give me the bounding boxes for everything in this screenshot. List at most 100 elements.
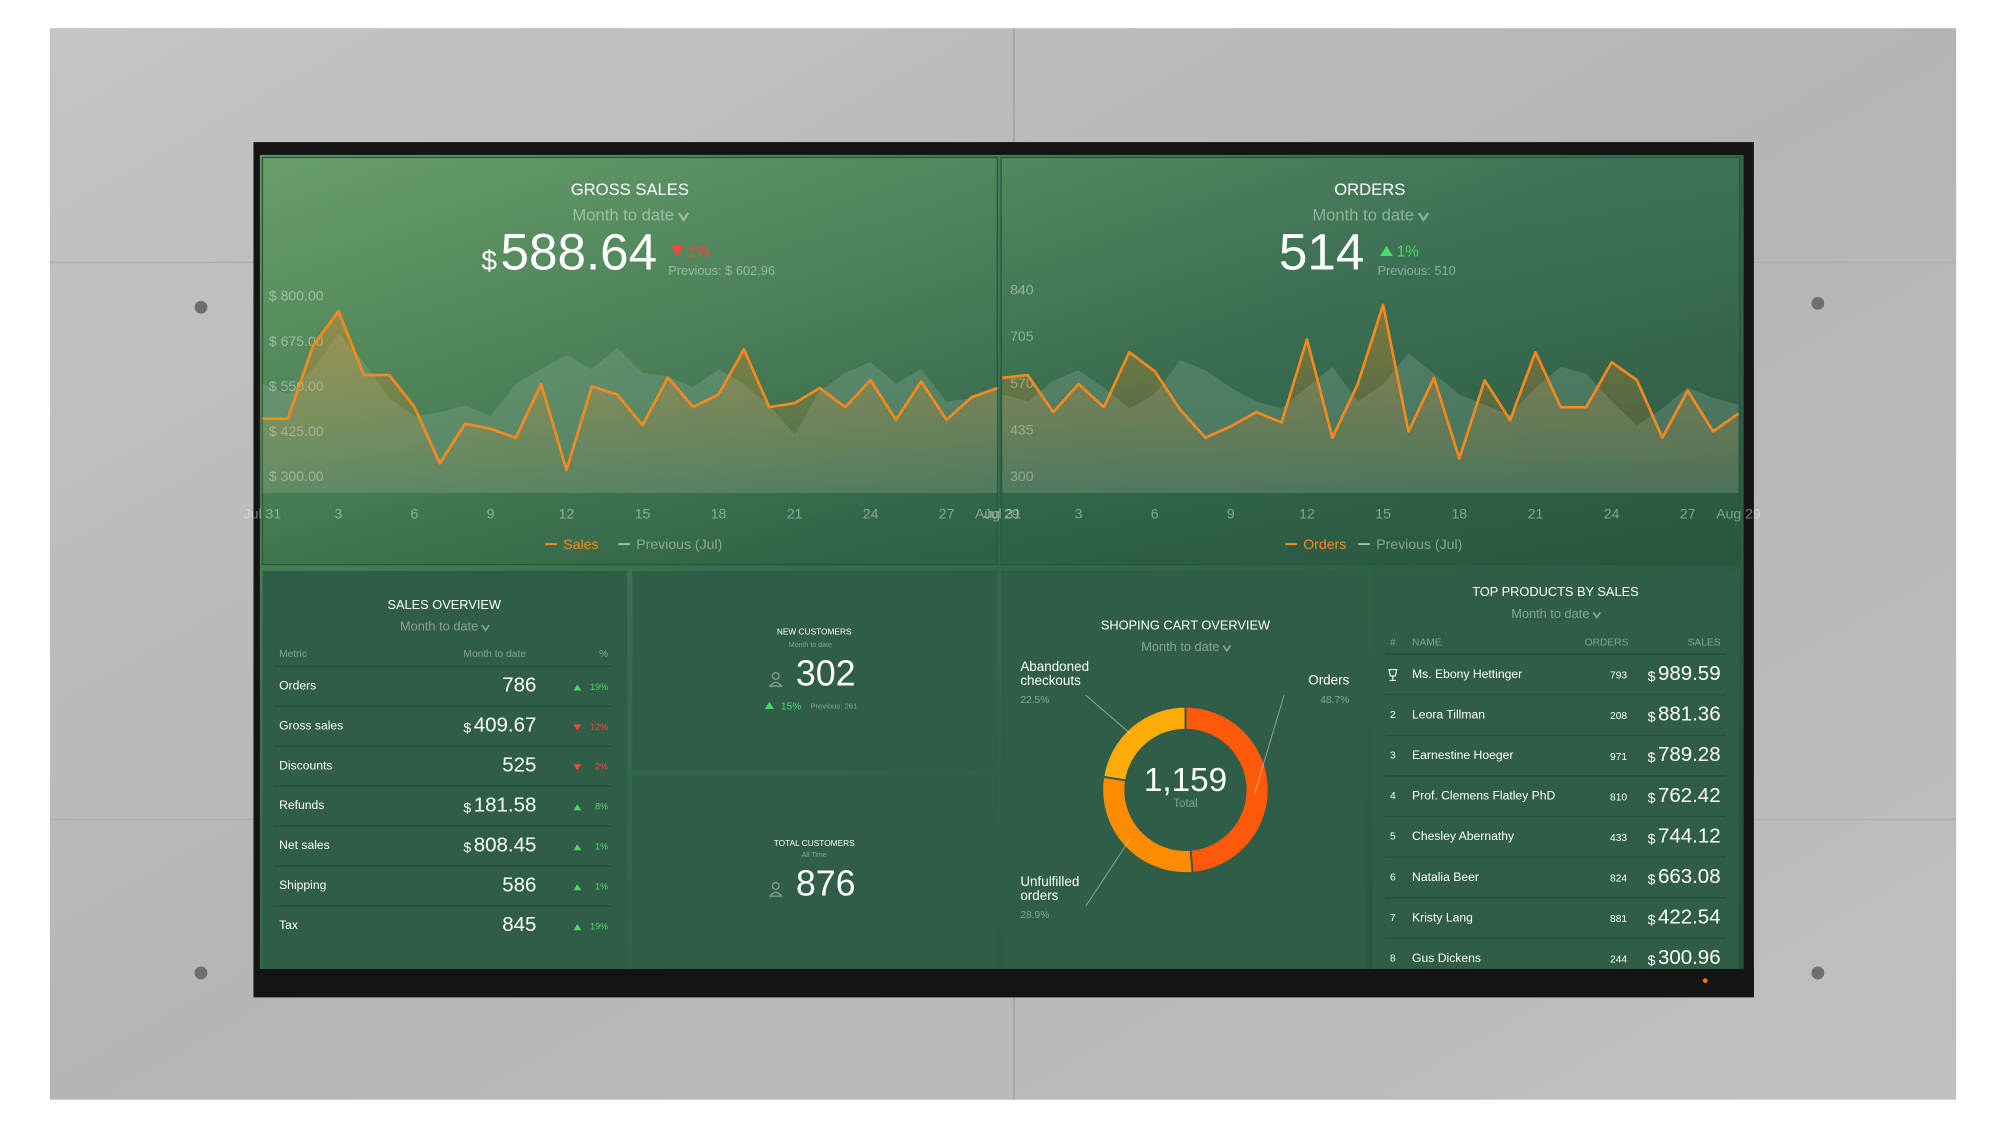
metric-change: 12% [590,722,608,732]
metric-change: 2% [595,762,608,772]
panel [632,570,998,771]
donut-label: Unfulfilled orders [1020,874,1079,903]
y-tick-label: 840 [1010,281,1034,297]
product-orders: 881 [1610,914,1627,925]
product-sales: 744.12 [1658,824,1721,847]
trophy-icon [1388,668,1398,682]
x-tick-label: 21 [1528,505,1544,521]
product-sales: 989.59 [1658,662,1721,685]
wall-hole [1811,297,1825,310]
y-tick-label: $ 800.00 [269,288,324,304]
kpi-value: 588.64 [501,224,658,281]
trend-arrow [670,245,684,257]
product-sales: 422.54 [1658,906,1721,929]
x-tick-label: 3 [1075,505,1083,521]
x-tick-label: 15 [1375,505,1391,521]
product-name: Ms. Ebony Hettinger [1412,667,1522,681]
product-orders: 824 [1610,874,1627,885]
x-tick-label: Jul 31 [244,505,282,521]
x-tick-label: 6 [411,505,419,521]
kpi-previous: Previous: 510 [1377,263,1455,278]
user-icon [768,681,783,687]
dropdown-chevron [481,624,490,632]
metric-value: 845 [502,913,536,936]
panel-title: ORDERS [1334,180,1405,199]
wall-hole [194,300,208,314]
product-sales: 300.96 [1658,946,1721,969]
panel-title: TOP PRODUCTS BY SALES [1472,584,1638,599]
column-header: NAME [1412,637,1442,648]
product-name: Leora Tillman [1412,707,1485,721]
x-tick-label: 18 [711,505,727,521]
donut-value-label: 28.9% [1020,910,1049,921]
x-tick-label: Aug 29 [975,505,1020,521]
period: Month to date [400,619,478,634]
donut-value-label: 22.5% [1020,695,1049,706]
leader-line [1254,695,1285,794]
metric-value: 409.67 [474,714,537,737]
product-name: Prof. Clemens Flatley PhD [1412,789,1555,803]
column-header: SALES [1688,637,1721,648]
donut-slice [1102,705,1187,782]
user-icon [771,671,780,680]
leader-line [1085,838,1131,907]
kpi-value: 876 [796,863,856,903]
series-line [1002,303,1740,460]
column-header: % [599,649,608,660]
leader-line [1085,694,1131,734]
product-orders: 810 [1610,792,1627,803]
period: All Time [802,852,827,859]
donut-total: 1,159 [1144,762,1227,799]
period: Month to date [572,206,674,225]
panel [1001,570,1368,970]
x-tick-label: 15 [635,505,651,521]
metric-value: 808.45 [474,833,537,856]
scaled-layer: GROSS SALES Month to date $ 588.64 2% Previou… [49,28,1957,1100]
panel [632,775,998,970]
product-name: Earnestine Hoeger [1412,748,1513,762]
legend-label: Orders [1303,536,1346,552]
donut-total-label: Total [1173,798,1197,810]
trend-arrow [764,701,774,709]
product-sales: 881.36 [1658,703,1721,726]
x-tick-label: 9 [1227,505,1235,521]
metric-name: Refunds [279,798,324,812]
rank: 8 [1390,953,1396,964]
kpi-value: 514 [1279,224,1364,281]
product-orders: 433 [1610,833,1627,844]
trend-arrow [573,724,582,731]
x-tick-label: 27 [939,505,955,521]
x-tick-label: 9 [487,505,495,521]
donut-value-label: 48.7% [1320,695,1349,706]
panel-title: GROSS SALES [571,180,689,199]
metric-value: 525 [502,753,536,776]
dropdown-chevron [1418,212,1430,222]
series-area [1002,304,1739,493]
y-tick-label: 705 [1010,328,1034,344]
x-tick-label: 24 [863,505,879,521]
dropdown-chevron [678,212,690,222]
panel-title: SHOPING CART OVERVIEW [1101,617,1271,632]
trend-arrow [1380,245,1393,257]
metric-change: 19% [590,682,608,692]
x-tick-label: 18 [1451,505,1467,521]
x-tick-label: 12 [559,505,575,521]
trend-arrow [573,844,582,851]
rank: 4 [1390,791,1396,802]
trend-arrow [573,804,582,811]
metric-value: 586 [502,873,536,896]
panel [1372,570,1739,970]
legend-label: Previous (Jul) [636,536,722,552]
x-tick-label: 24 [1604,505,1620,521]
product-name: Chesley Abernathy [1412,829,1515,843]
metric-name: Orders [279,678,316,692]
panel [262,570,628,970]
trend-arrow [573,684,582,691]
column-header: # [1390,637,1396,648]
panel-title: SALES OVERVIEW [387,597,501,612]
wall-hole [1811,966,1825,980]
product-orders: 208 [1610,711,1627,722]
sales-prefix: $ [1648,749,1656,765]
donut-label: Abandoned checkouts [1020,659,1089,688]
